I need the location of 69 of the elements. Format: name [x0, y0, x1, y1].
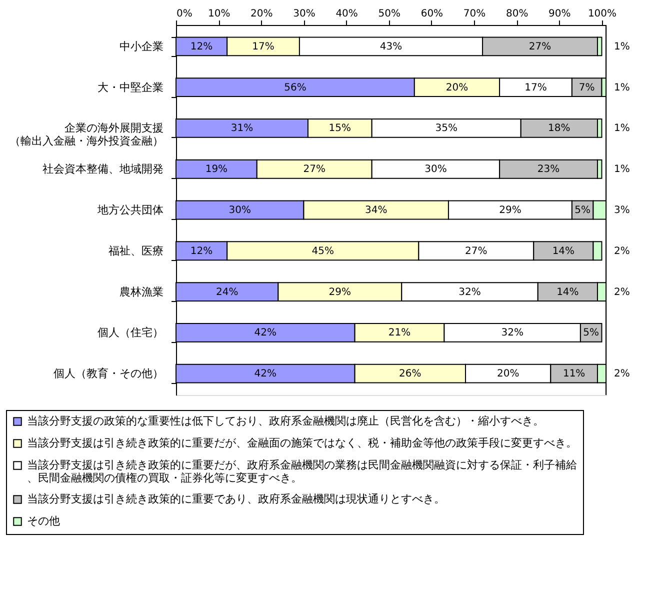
x-tick-label: 60%: [420, 8, 444, 20]
y-tick-label: 農林漁業: [120, 285, 164, 298]
y-tick-label: 地方公共団体: [96, 204, 164, 216]
data-label: 17%: [524, 82, 547, 94]
data-label: 21%: [388, 328, 411, 339]
data-label: 14%: [556, 286, 579, 298]
data-label: 27%: [528, 41, 552, 52]
data-label: 29%: [328, 286, 352, 298]
x-tick-label: 20%: [250, 8, 273, 20]
data-label: 45%: [312, 246, 334, 257]
data-label: 12%: [190, 41, 213, 52]
y-tick-label: 社会資本整備、地域開発: [42, 162, 164, 176]
data-label: 17%: [252, 41, 274, 52]
x-tick-label: 40%: [336, 8, 358, 20]
data-label: 3%: [614, 205, 630, 216]
data-label: 31%: [230, 123, 254, 134]
data-label: 27%: [465, 246, 488, 257]
data-label: 27%: [303, 164, 326, 176]
legend-label: 当該分野支援の政策的な重要性は低下しており、政府系金融機関は廃止（民営化を含む）・縮小すべき。: [27, 414, 544, 428]
x-tick-label: 30%: [293, 8, 316, 20]
y-tick-label: 大・中堅企業: [98, 80, 164, 94]
data-label: 29%: [499, 205, 522, 216]
data-label: 1%: [614, 123, 630, 134]
data-label: 42%: [254, 368, 277, 380]
y-tick-label: 個人（教育・その他）: [54, 367, 164, 380]
data-label: 43%: [380, 41, 402, 52]
data-label: 24%: [216, 286, 238, 298]
data-label: 2%: [614, 286, 630, 298]
legend-label: 当該分野支援は引き続き政策的に重要であり、政府系金融機関は現状通りとすべき。: [27, 492, 445, 506]
data-label: 32%: [501, 328, 524, 339]
legend-label: 当該分野支援は引き続き政策的に重要だが、金融面の施策ではなく、税・補助金等他の政策手段に変更すべき。: [27, 436, 577, 450]
data-label: 1%: [614, 82, 630, 94]
x-tick-label: 50%: [378, 8, 400, 20]
data-label: 2%: [614, 246, 630, 257]
data-label: 30%: [228, 205, 251, 216]
data-label: 15%: [328, 123, 352, 134]
data-label: 23%: [537, 164, 560, 176]
data-label: 26%: [399, 368, 422, 380]
data-label: 34%: [364, 205, 388, 216]
x-tick-label: 80%: [506, 8, 528, 20]
data-label: 56%: [284, 82, 306, 94]
legend-label: その他: [27, 514, 60, 528]
data-label: 20%: [496, 368, 520, 380]
y-tick-label: 個人（住宅）: [98, 326, 164, 340]
data-label: 19%: [205, 164, 228, 176]
x-tick-label: 70%: [463, 8, 486, 20]
data-label: 1%: [614, 41, 630, 52]
data-label: 32%: [458, 286, 481, 298]
y-tick-label: 中小企業: [120, 40, 164, 53]
data-label: 1%: [614, 164, 630, 176]
data-label: 5%: [574, 205, 591, 216]
x-tick-label: 90%: [548, 8, 571, 20]
x-tick-label: 0%: [176, 8, 192, 20]
x-tick-label: 10%: [208, 8, 230, 20]
data-label: 5%: [583, 328, 600, 339]
data-label: 42%: [254, 328, 277, 339]
data-label: 7%: [578, 82, 595, 94]
data-label: 12%: [190, 246, 213, 257]
data-label: 14%: [552, 246, 575, 257]
data-label: 11%: [562, 368, 586, 380]
data-label: 2%: [614, 368, 630, 380]
x-tick-label: 100%: [588, 8, 617, 20]
legend-label: 当該分野支援は引き続き政策的に重要だが、政府系金融機関の業務は民間金融機関融資に対する保証・利子補給、民間金融機関の債権の買取・証券化等に変更すべき。: [27, 458, 577, 484]
data-label: 35%: [435, 123, 458, 134]
data-label: 18%: [548, 123, 570, 134]
y-tick-label: 企業の海外展開支援（輸出入金融・海外投資金融）: [10, 122, 164, 148]
data-label: 20%: [446, 82, 468, 94]
data-label: 30%: [424, 164, 447, 176]
y-tick-label: 福祉、医療: [108, 244, 164, 258]
